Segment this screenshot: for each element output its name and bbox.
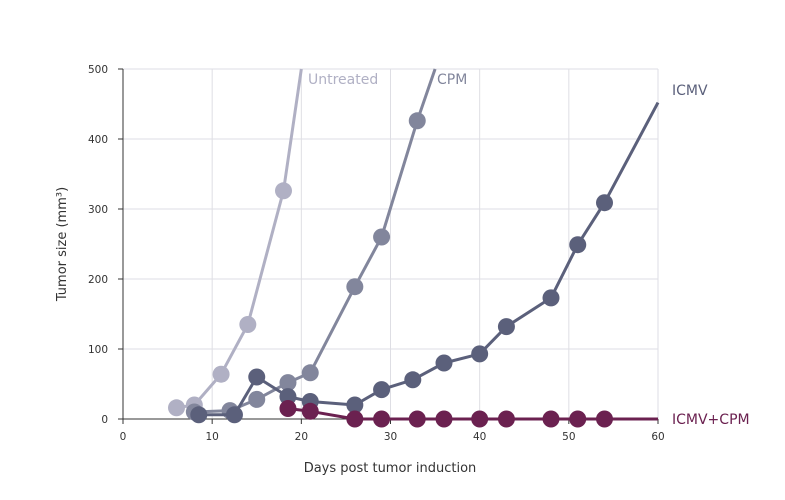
y-tick-label: 400	[88, 134, 108, 146]
data-point	[542, 289, 560, 307]
y-tick-label: 100	[88, 344, 108, 356]
series-3	[279, 400, 658, 428]
x-tick-label: 20	[295, 431, 308, 443]
x-tick-label: 0	[120, 431, 127, 443]
data-point	[596, 194, 613, 212]
series-line	[176, 68, 303, 410]
tick-labels: 0 10 20 30 40 50 60 0 100 200 300 400 500	[88, 64, 665, 443]
data-point	[497, 318, 515, 336]
data-point	[248, 390, 266, 408]
data-point	[373, 410, 391, 428]
series-label: CPM	[437, 72, 467, 88]
x-tick-label: 10	[205, 431, 218, 443]
data-point	[168, 399, 185, 417]
data-point	[408, 112, 426, 130]
data-point	[301, 364, 319, 382]
data-point	[190, 406, 208, 424]
data-point	[373, 228, 391, 246]
data-point	[497, 410, 515, 428]
data-point	[471, 345, 489, 363]
x-tick-label: 60	[651, 431, 664, 443]
data-point	[346, 396, 364, 414]
x-tick-label: 50	[562, 431, 575, 443]
data-point	[373, 381, 391, 399]
data-point	[346, 410, 364, 428]
y-tick-label: 0	[101, 414, 108, 426]
x-axis-label: Days post tumor induction	[304, 461, 477, 476]
data-point	[212, 365, 230, 383]
series-label: Untreated	[308, 72, 378, 88]
data-point	[435, 410, 453, 428]
series-group	[168, 68, 660, 428]
x-tick-label: 40	[473, 431, 486, 443]
y-tick-label: 200	[88, 274, 108, 286]
x-tick-label: 30	[384, 431, 397, 443]
data-point	[279, 388, 297, 406]
y-tick-label: 300	[88, 204, 108, 216]
series-0	[168, 68, 303, 417]
series-label: ICMV+CPM	[672, 412, 750, 428]
data-point	[301, 402, 319, 420]
series-line	[198, 101, 660, 417]
data-point	[346, 278, 364, 296]
series-2	[190, 101, 660, 424]
series-label: ICMV	[672, 83, 708, 99]
y-tick-label: 500	[88, 64, 108, 76]
data-point	[404, 371, 422, 389]
data-point	[248, 368, 266, 386]
data-point	[279, 374, 297, 392]
data-point	[275, 182, 292, 200]
data-point	[542, 410, 560, 428]
data-point	[279, 400, 297, 417]
data-point	[408, 410, 426, 428]
series-line	[194, 68, 437, 414]
data-point	[239, 316, 257, 333]
data-point	[225, 406, 243, 424]
data-point	[435, 354, 453, 372]
data-point	[569, 410, 587, 428]
data-point	[471, 410, 489, 428]
series-labels: Untreated CPM ICMV ICMV+CPM	[308, 72, 750, 428]
y-axis-label: Tumor size (mm³)	[55, 187, 70, 302]
data-point	[596, 410, 613, 428]
data-point	[569, 236, 587, 254]
